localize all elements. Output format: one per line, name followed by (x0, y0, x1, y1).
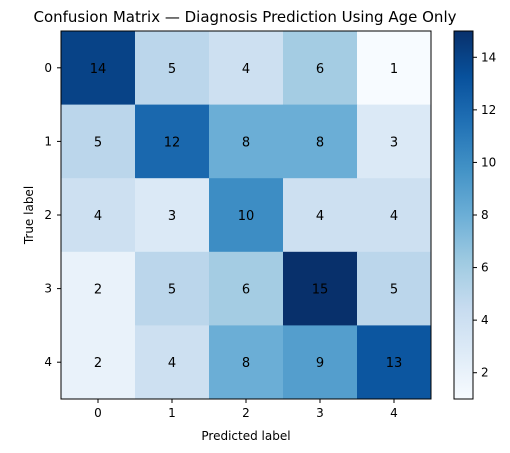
cell-value-label: 6 (316, 62, 324, 77)
heatmap-cell (61, 31, 136, 106)
y-tick-label: 2 (44, 208, 52, 222)
heatmap-cell (283, 178, 358, 253)
x-tick-label: 4 (390, 406, 398, 420)
y-tick-label: 4 (44, 355, 52, 369)
x-tick-label: 2 (242, 406, 250, 420)
heatmap-cell (135, 104, 210, 179)
cell-value-label: 8 (242, 135, 250, 150)
y-tick-label: 0 (44, 61, 52, 75)
heatmap-cell (61, 104, 136, 179)
heatmap-cell (209, 31, 284, 106)
heatmap-cell (209, 251, 284, 326)
cell-value-label: 1 (390, 62, 398, 77)
heatmap-cell (135, 251, 210, 326)
cell-value-label: 4 (168, 356, 176, 371)
heatmap-cell (357, 178, 432, 253)
cell-value-label: 13 (386, 356, 403, 371)
heatmap-cells (61, 31, 432, 400)
heatmap-cell (135, 178, 210, 253)
x-tick-label: 3 (316, 406, 324, 420)
heatmap-cell (357, 251, 432, 326)
x-axis-ticks: 0 1 2 3 4 (94, 399, 398, 420)
chart-title: Confusion Matrix — Diagnosis Prediction … (33, 8, 456, 26)
colorbar-tick-label: 4 (481, 313, 489, 327)
colorbar-tick-label: 6 (481, 261, 489, 275)
heatmap-cell (357, 104, 432, 179)
cell-value-label: 15 (312, 283, 329, 298)
cell-value-label: 8 (242, 356, 250, 371)
heatmap-cell (357, 325, 432, 400)
cell-value-label: 9 (316, 356, 324, 371)
heatmap-cell (135, 325, 210, 400)
cell-value-label: 14 (90, 62, 107, 77)
heatmap-cell (283, 31, 358, 106)
cell-value-label: 4 (242, 62, 250, 77)
heatmap-cell (209, 325, 284, 400)
cell-value-label: 5 (168, 283, 176, 298)
colorbar-tick-label: 12 (481, 103, 496, 117)
heatmap-cell (61, 178, 136, 253)
cell-value-label: 5 (390, 283, 398, 298)
cell-value-label: 3 (168, 209, 176, 224)
heatmap-cell (283, 104, 358, 179)
cell-value-label: 6 (242, 283, 250, 298)
cell-value-label: 4 (94, 209, 102, 224)
y-tick-label: 1 (44, 134, 52, 148)
cell-value-label: 2 (94, 356, 102, 371)
cell-value-label: 5 (168, 62, 176, 77)
cell-value-label: 8 (316, 135, 324, 150)
x-tick-label: 0 (94, 406, 102, 420)
heatmap-cell (61, 251, 136, 326)
cell-value-label: 3 (390, 135, 398, 150)
heatmap-cell (209, 104, 284, 179)
cell-value-label: 12 (164, 135, 181, 150)
cell-value-label: 10 (238, 209, 255, 224)
heatmap-cell (357, 31, 432, 106)
x-tick-label: 1 (168, 406, 176, 420)
cell-value-label: 2 (94, 283, 102, 298)
heatmap-cell (61, 325, 136, 400)
heatmap-cell-labels: 14 5 4 6 15 12 8 8 34 3 10 4 42 5 6 15 52 4 8 9 13 (90, 62, 403, 371)
heatmap-cell (135, 31, 210, 106)
cell-value-label: 4 (316, 209, 324, 224)
heatmap-cell (283, 325, 358, 400)
colorbar-ticks: 2 4 6 8 10 12 14 (473, 50, 496, 380)
colorbar-tick-label: 8 (481, 208, 489, 222)
y-tick-label: 3 (44, 282, 52, 296)
x-axis-label: Predicted label (201, 429, 290, 443)
heatmap-cell (209, 178, 284, 253)
colorbar-tick-label: 2 (481, 366, 489, 380)
y-axis-ticks: 0 1 2 3 4 (44, 61, 61, 369)
y-axis-label: True label (22, 186, 36, 245)
colorbar (453, 30, 474, 400)
cell-value-label: 5 (94, 135, 102, 150)
cell-value-label: 4 (390, 209, 398, 224)
colorbar-tick-label: 10 (481, 155, 496, 169)
heatmap-cell (283, 251, 358, 326)
colorbar-tick-label: 14 (481, 50, 496, 64)
